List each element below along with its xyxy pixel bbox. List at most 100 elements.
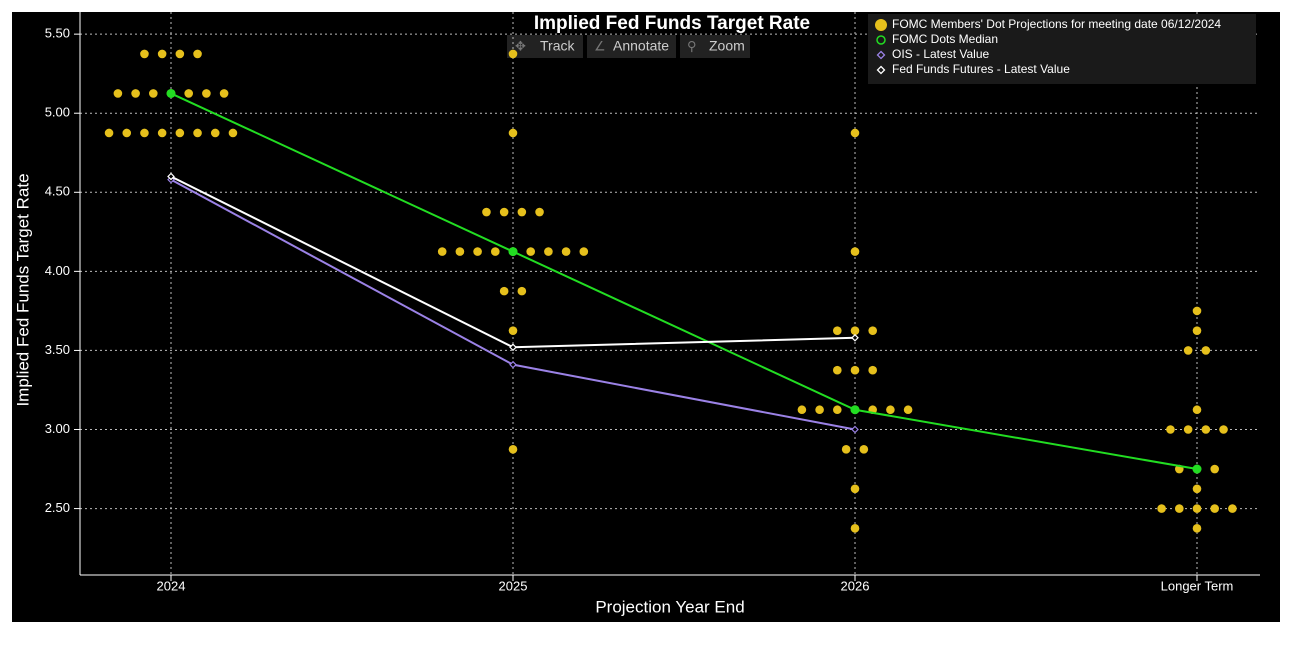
y-axis-label: Implied Fed Funds Target Rate (13, 173, 32, 406)
legend-marker (876, 65, 886, 75)
dot (473, 247, 482, 256)
dot (508, 49, 518, 59)
median-marker (508, 247, 518, 257)
dot (561, 247, 571, 256)
x-axis-label: Projection Year End (595, 597, 744, 616)
legend-box (868, 14, 1256, 84)
dot (815, 405, 824, 415)
dot (903, 405, 913, 415)
diamond-marker (509, 360, 517, 369)
dot (859, 444, 869, 454)
dot (1183, 346, 1193, 355)
legend-label: FOMC Members' Dot Projections for meetin… (892, 17, 1221, 31)
plot-area: 2.50 3.00 3.50 4.00 4.50 5.00 5.50 2024 2025 2026… (45, 12, 1260, 593)
dot (499, 286, 509, 296)
x-tick-label: 2026 (841, 578, 870, 593)
dot (1175, 504, 1184, 513)
dot (437, 247, 447, 256)
dot (140, 49, 149, 59)
legend-label: OIS - Latest Value (892, 47, 989, 61)
dot (517, 207, 527, 217)
dot (175, 128, 185, 138)
diamond-marker (167, 172, 175, 181)
diamond-marker (851, 425, 859, 434)
dot (833, 365, 842, 375)
dot (850, 365, 860, 375)
y-tick-label: 4.00 (45, 263, 70, 278)
dot (886, 405, 895, 415)
dot (833, 405, 842, 415)
dot (833, 326, 842, 335)
y-tick-label: 3.50 (45, 342, 70, 357)
dot (228, 128, 238, 138)
track-icon: ✥ (515, 38, 526, 53)
dot (1192, 405, 1202, 415)
zoom-label[interactable]: Zoom (709, 38, 745, 54)
dot (1201, 425, 1211, 434)
dot (193, 49, 202, 59)
legend-marker (876, 35, 886, 45)
dot (517, 286, 527, 296)
x-tick-label: Longer Term (1161, 578, 1234, 593)
toolbar: Track Annotate Zoom ✥ ∠ ⚲ (507, 35, 750, 58)
dot (1228, 504, 1237, 513)
dot (202, 89, 211, 98)
track-label[interactable]: Track (540, 38, 575, 54)
x-tick-label: 2024 (157, 578, 186, 593)
legend-label: Fed Funds Futures - Latest Value (892, 62, 1070, 76)
legend-label: FOMC Dots Median (892, 32, 998, 46)
dot (1192, 504, 1202, 513)
annotate-label[interactable]: Annotate (613, 38, 669, 54)
x-tick-label: 2025 (499, 578, 528, 593)
dot (850, 484, 860, 494)
y-tick-label: 3.00 (45, 421, 70, 436)
annotate-button[interactable] (587, 35, 676, 58)
dot (491, 247, 500, 256)
dot (482, 207, 491, 217)
dot (219, 89, 229, 98)
dot (1219, 425, 1228, 434)
zoom-button[interactable] (680, 35, 750, 58)
y-tick-label: 2.50 (45, 500, 70, 515)
annotate-icon: ∠ (594, 38, 606, 53)
legend-marker (876, 50, 886, 60)
dot (113, 89, 123, 98)
dot (1210, 504, 1219, 513)
median-marker (166, 88, 176, 98)
dot (535, 207, 544, 217)
dot (122, 128, 132, 138)
dot (1192, 326, 1202, 335)
dot (850, 524, 860, 533)
dot (508, 326, 518, 335)
dot (1201, 346, 1211, 355)
dot (193, 128, 202, 138)
dot (210, 128, 220, 138)
y-tick-label: 5.00 (45, 105, 70, 120)
dot (184, 89, 193, 98)
diamond-marker (851, 333, 859, 342)
dot (526, 247, 535, 256)
dot (104, 128, 114, 138)
dot (1166, 425, 1175, 434)
diamond-marker (509, 343, 517, 352)
dot (850, 326, 860, 335)
chart-background (12, 12, 1280, 622)
y-tick-label: 5.50 (45, 26, 70, 41)
dot (175, 49, 185, 59)
dot (131, 89, 140, 98)
legend: FOMC Members' Dot Projections for meetin… (868, 14, 1256, 84)
dot (850, 247, 860, 256)
dot (157, 128, 167, 138)
chart-title: Implied Fed Funds Target Rate (534, 13, 810, 34)
dot (1192, 306, 1202, 316)
dot (868, 365, 877, 375)
legend-marker (875, 19, 887, 31)
dot (1210, 464, 1219, 474)
series-line (170, 92, 1198, 471)
track-button[interactable] (507, 35, 583, 58)
dot (1183, 425, 1193, 434)
median-marker (850, 405, 860, 415)
dot (499, 207, 509, 217)
